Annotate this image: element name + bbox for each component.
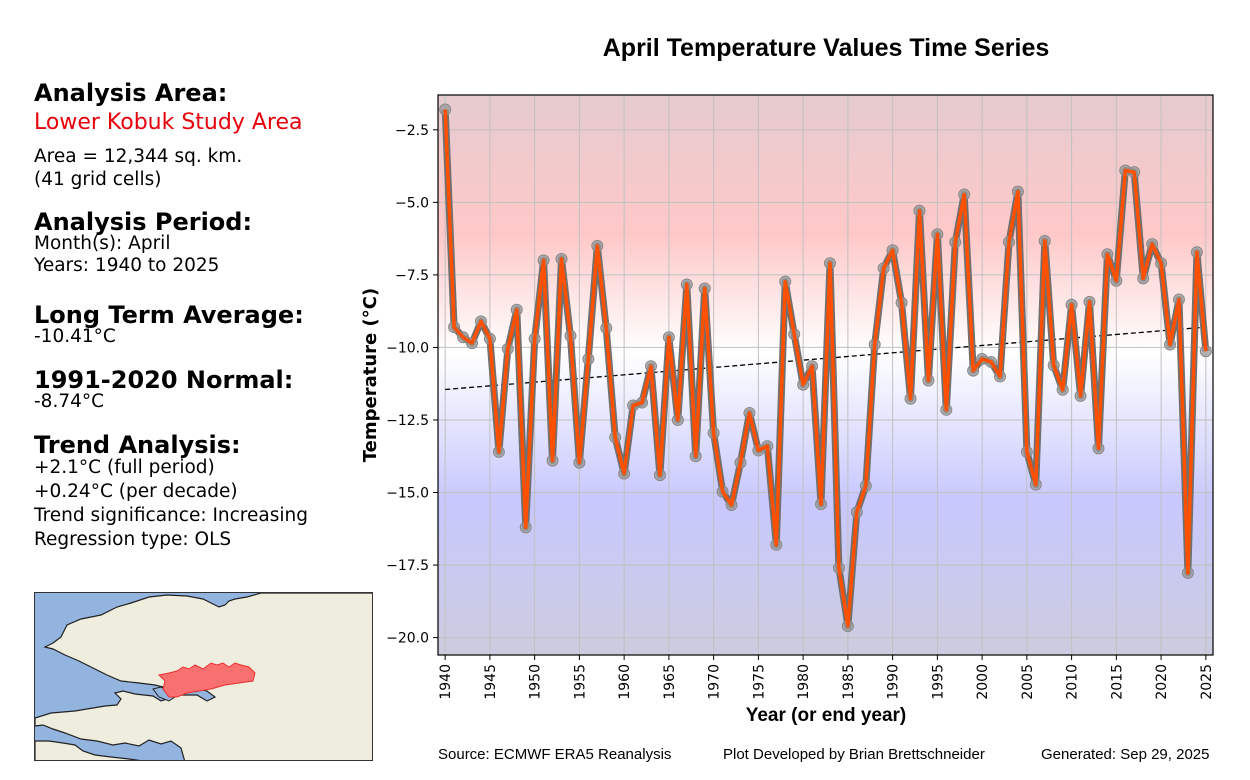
y-tick-label: −10.0 [386,340,429,356]
x-tick-label: 1995 [930,664,946,700]
analysis-years: Years: 1940 to 2025 [34,255,220,276]
trend-full-period: +2.1°C (full period) [34,457,215,478]
developer-credit: Plot Developed by Brian Brettschneider [723,746,985,763]
y-axis-label: Temperature (°C) [360,288,381,462]
x-tick-label: 1990 [886,664,902,700]
x-tick-label: 1980 [796,664,812,700]
x-tick-label: 2025 [1199,664,1215,700]
series-line [443,109,1208,628]
x-tick-label: 1955 [572,664,588,700]
normal-heading: 1991-2020 Normal: [34,366,294,394]
area-size: Area = 12,344 sq. km. [34,146,243,167]
y-tick-label: −17.5 [386,558,429,574]
x-tick-label: 1945 [483,664,499,700]
source-credit: Source: ECMWF ERA5 Reanalysis [438,746,672,763]
trend-significance: Trend significance: Increasing [34,505,308,526]
trend-analysis-heading: Trend Analysis: [34,431,241,459]
y-tick-label: −12.5 [386,413,429,429]
x-tick-label: 1950 [528,664,544,700]
x-tick-label: 2020 [1154,664,1170,700]
x-tick-label: 1940 [438,664,454,700]
x-axis: 1940 1945 1950 1955 1960 1965 1970 1975 1980 1985… [438,655,1215,700]
y-tick-label: −2.5 [395,123,429,139]
x-tick-label: 1965 [662,664,678,700]
long-term-average-heading: Long Term Average: [34,301,304,329]
chart-title: April Temperature Values Time Series [602,34,1050,62]
x-tick-label: 2010 [1065,664,1081,700]
y-axis: −2.5 −5.0 −7.5 −10.0 −12.5 −15.0 −17.5 −20.0 [386,123,438,647]
regression-type: Regression type: OLS [34,529,232,550]
map-land-south [35,740,141,760]
analysis-months: Month(s): April [34,233,171,254]
y-tick-label: −20.0 [386,631,429,647]
analysis-area-heading: Analysis Area: [34,79,228,107]
grid-cells: (41 grid cells) [34,169,162,190]
map-graphic [35,593,372,760]
x-tick-label: 1970 [707,664,723,700]
y-tick-label: −7.5 [395,268,429,284]
location-map [34,592,373,761]
normal-value: -8.74°C [34,391,105,412]
y-tick-label: −15.0 [386,486,429,502]
x-axis-label: Year (or end year) [746,705,907,726]
trend-line [445,326,1206,391]
analysis-period-heading: Analysis Period: [34,208,253,236]
area-name: Lower Kobuk Study Area [34,110,303,135]
study-area-region [157,662,256,698]
x-tick-label: 1985 [841,664,857,700]
trend-per-decade: +0.24°C (per decade) [34,481,238,502]
y-tick-label: −5.0 [395,195,429,211]
long-term-average-value: -10.41°C [34,326,116,347]
x-tick-label: 2000 [975,664,991,700]
x-tick-label: 2015 [1109,664,1125,700]
x-tick-label: 2005 [1020,664,1036,700]
generated-date: Generated: Sep 29, 2025 [1041,746,1210,763]
x-tick-label: 1960 [617,664,633,700]
plot-frame [437,94,1214,656]
x-tick-label: 1975 [751,664,767,700]
